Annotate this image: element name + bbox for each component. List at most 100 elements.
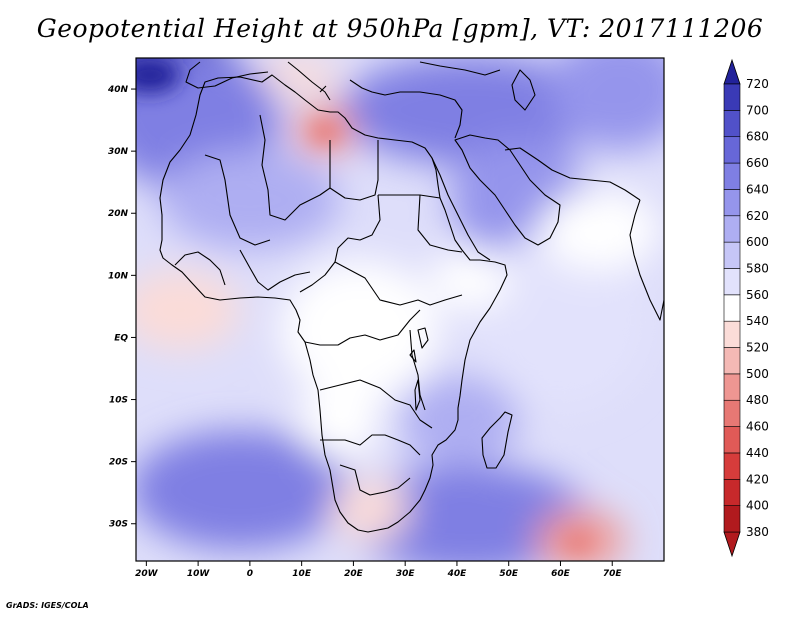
arabian-peninsula [454,134,561,246]
colorbar-bottom-arrow [723,531,741,558]
red-sea-west [431,157,491,261]
blob-angola [300,380,380,460]
blob-indian-ocean [470,230,650,410]
lon-tick-label: 20E [344,569,364,579]
colorbar-segment [723,268,741,296]
colorbar-segment [723,83,741,111]
border-12 [409,329,426,411]
colorbar-segment [723,478,741,506]
colorbar-label: 580 [746,261,769,275]
border-1 [204,154,271,246]
blob-italy-low [260,58,340,93]
blob-south-atlantic [136,430,350,550]
lat-tick-label: 40N [107,85,129,95]
height-field [136,58,664,561]
lon-tick-label: 30E [396,569,416,579]
colorbar-segment [723,215,741,243]
colorbar-label: 700 [746,103,769,117]
colorbar-segment [723,110,741,138]
latitude-ticks: 40N 30N 20N 10N EQ 10S 20S 30S [107,85,136,530]
colorbar-label: 680 [746,130,769,144]
map-frame [135,57,665,562]
coastlines-and-borders [159,61,664,533]
blob-asia [550,58,664,150]
colorbar-label: 540 [746,314,769,328]
border-9 [320,434,421,456]
black-sea [419,61,501,76]
blob-central-africa [280,260,440,400]
india-coast [629,199,664,321]
colorbar-label: 640 [746,182,769,196]
lat-tick-label: 30S [109,520,128,530]
lat-tick-label: 20N [108,209,129,219]
colorbar-label: 460 [746,420,769,434]
colorbar-label: 620 [746,209,769,223]
lat-tick-label: 10S [109,396,128,406]
lon-tick-label: 60E [551,569,571,579]
colorbar-segment [723,320,741,348]
grads-credit: GrADS: IGES/COLA [6,601,89,610]
persian-gulf-iran-coast [504,147,641,201]
colorbar-segment [723,241,741,269]
colorbar-segment [723,452,741,480]
longitude-ticks: 20W 10W 0 10E 20E 30E 40E 50E 60E 70E [135,561,622,579]
colorbar-segment [723,136,741,164]
blob-horn [430,250,510,310]
border-11 [239,249,311,291]
colorbar: 380 400 420 440 460 480 500 520 540 560 580 600 620 6… [723,58,769,558]
colorbar-label: 380 [746,525,769,539]
colorbar-label: 720 [746,77,769,91]
italy [287,61,331,101]
colorbar-label: 500 [746,367,769,381]
colorbar-label: 400 [746,499,769,513]
blob-arabian-sea [540,190,660,270]
border-7 [304,309,421,346]
blob-sahara [160,150,340,250]
caspian [511,69,536,111]
border-5 [378,194,463,253]
border-2 [259,114,331,221]
blob-middle-east [340,58,600,165]
lon-tick-label: 10E [292,569,312,579]
colorbar-label: 420 [746,472,769,486]
colorbar-label: 520 [746,341,769,355]
colorbar-label: 440 [746,446,769,460]
colorbar-label: 560 [746,288,769,302]
greece-turkey [349,79,463,139]
colorbar-segment [723,189,741,217]
lat-tick-label: EQ [114,333,128,343]
colorbar-segment [723,399,741,427]
colorbar-label: 600 [746,235,769,249]
lon-tick-label: 20W [135,569,159,579]
blob-east-africa [400,375,520,465]
colorbar-segment [723,162,741,190]
lakes [409,327,429,411]
blob-west-africa-low [136,270,240,350]
europe-coast-iberia [185,61,269,89]
border-3 [329,140,379,201]
core-libya [311,122,339,142]
border-13 [174,251,226,286]
lon-tick-label: 40E [447,569,468,579]
colorbar-segment [723,294,741,322]
colorbar-label: 660 [746,156,769,170]
blob-kalahari-low [330,480,410,540]
madagascar [481,411,513,469]
core-indian [564,535,592,551]
core-nw [136,58,180,93]
colorbar-segment [723,426,741,454]
lat-tick-label: 10N [108,271,129,281]
colorbar-segment [723,373,741,401]
lon-tick-label: 70E [603,569,623,579]
blob-south-indian [350,465,590,561]
map-title: Geopotential Height at 950hPa [gpm], VT:… [36,14,764,43]
colorbar-label: 480 [746,393,769,407]
colorbar-segment [723,505,741,533]
border-6 [334,261,463,306]
lat-tick-label: 20S [109,458,128,468]
lon-tick-label: 50E [499,569,519,579]
colorbar-top-arrow [723,58,741,85]
lon-tick-label: 0 [247,569,253,579]
lat-tick-label: 30N [108,147,129,157]
